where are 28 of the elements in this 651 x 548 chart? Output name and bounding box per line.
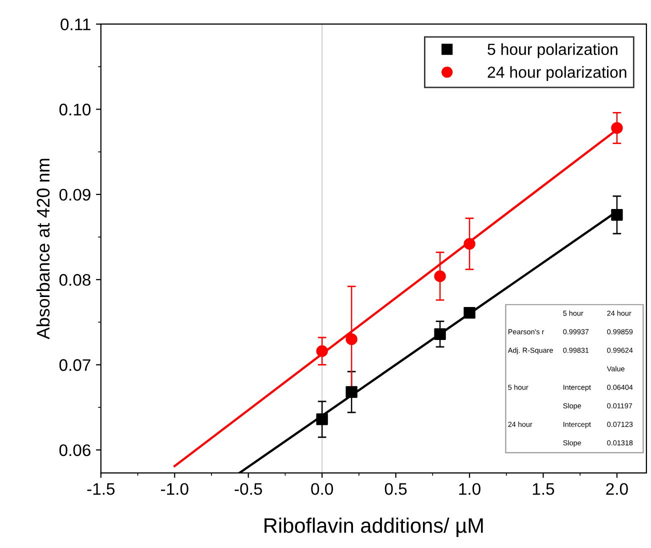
point <box>346 386 358 398</box>
y-tick-label: 0.06 <box>59 444 90 456</box>
point <box>434 328 446 340</box>
y-tick-label: 0.08 <box>59 274 90 286</box>
x-tick-label: -1.0 <box>161 483 188 495</box>
x-tick-label: 0.5 <box>384 483 407 495</box>
y-tick-label: 0.11 <box>60 18 90 30</box>
x-tick-label: 1.0 <box>459 483 480 495</box>
point <box>316 413 328 426</box>
x-tick-label: -1.5 <box>87 483 115 495</box>
x-tick-label: -0.5 <box>234 483 262 495</box>
x-axis-title: Riboflavin additions/ µM <box>264 518 483 538</box>
point <box>434 270 446 282</box>
legend-label: 24 hour polarization <box>488 66 626 82</box>
x-tick-label: 1.5 <box>532 483 554 495</box>
x-tick-label: 2.0 <box>606 483 628 495</box>
y-tick-label: 0.09 <box>59 188 90 201</box>
x-tick-label: 0.0 <box>311 483 334 495</box>
point <box>611 209 623 221</box>
point <box>611 122 623 134</box>
y-tick-label: 0.07 <box>59 359 90 371</box>
point <box>464 306 476 319</box>
y-axis-title: Absorbance at 420 nm <box>36 158 50 340</box>
y-tick-label: 0.10 <box>59 104 91 116</box>
point <box>464 238 476 250</box>
point <box>316 345 328 357</box>
point <box>346 333 358 346</box>
legend-label: 5 hour polarization <box>488 43 618 58</box>
